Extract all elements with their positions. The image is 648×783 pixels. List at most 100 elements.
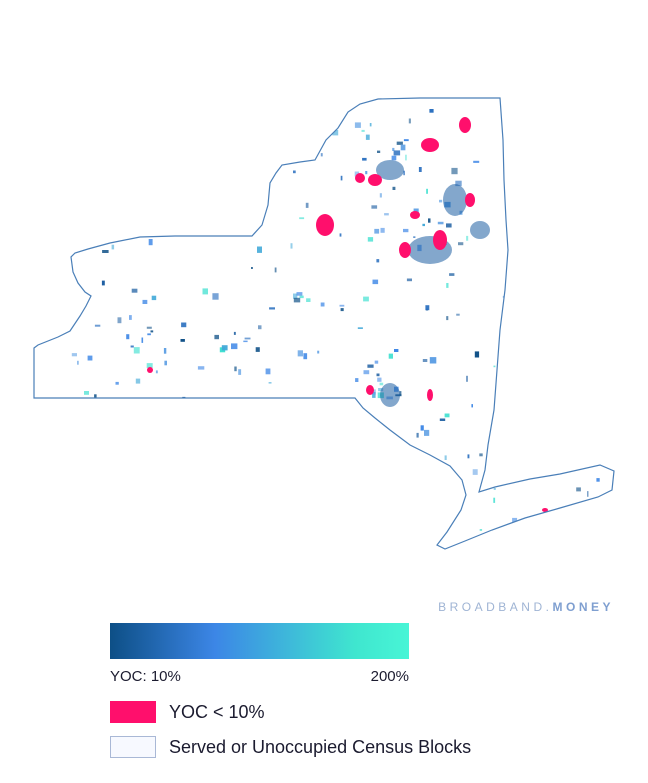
census-block — [131, 288, 138, 293]
census-block — [94, 324, 101, 327]
legend-item-low-yoc: YOC < 10% — [110, 699, 265, 725]
census-block — [337, 418, 345, 423]
census-block — [257, 246, 262, 253]
census-block — [428, 218, 431, 223]
census-block — [369, 123, 372, 127]
census-block — [357, 327, 363, 329]
census-block — [372, 279, 379, 285]
census-block — [228, 457, 234, 464]
census-block — [89, 115, 95, 120]
census-block — [456, 313, 460, 316]
census-block — [467, 454, 470, 459]
census-block — [40, 490, 46, 497]
census-block — [363, 296, 369, 302]
census-block — [602, 373, 608, 379]
census-block — [408, 118, 411, 124]
census-block — [130, 345, 134, 348]
census-block — [265, 368, 271, 375]
census-block — [332, 129, 339, 136]
census-block — [451, 167, 458, 175]
census-block — [493, 497, 496, 503]
census-block — [585, 221, 592, 227]
census-block — [582, 98, 584, 103]
low-yoc-block — [368, 174, 382, 186]
census-block-cluster — [470, 221, 490, 239]
census-block — [152, 432, 156, 438]
census-block — [422, 359, 428, 362]
census-block — [172, 507, 178, 511]
census-block — [102, 250, 109, 253]
census-block — [416, 432, 419, 438]
served-swatch — [110, 736, 156, 758]
low-yoc-block — [410, 211, 420, 219]
census-block — [496, 470, 501, 473]
census-block — [377, 377, 382, 382]
census-block — [243, 340, 248, 343]
census-block — [213, 466, 220, 470]
census-block — [192, 497, 198, 500]
census-block — [85, 541, 88, 547]
brand-name: MONEY — [552, 600, 614, 614]
census-block — [142, 299, 148, 304]
census-block — [365, 171, 368, 175]
census-block — [99, 153, 104, 160]
census-block — [532, 287, 535, 291]
census-block — [495, 472, 499, 476]
census-block — [367, 364, 374, 368]
low-yoc-block — [421, 138, 439, 152]
census-block — [317, 350, 320, 354]
census-block — [44, 430, 51, 435]
census-block — [493, 365, 496, 368]
census-block — [298, 464, 305, 467]
census-block — [394, 349, 399, 352]
census-block — [101, 280, 105, 286]
low-yoc-swatch — [110, 701, 156, 723]
census-block — [498, 468, 503, 474]
census-block — [479, 453, 483, 457]
census-block — [171, 519, 177, 524]
census-block — [145, 508, 150, 513]
census-block — [354, 122, 361, 128]
census-block — [377, 150, 381, 153]
low-yoc-block — [316, 214, 334, 236]
census-block — [471, 404, 473, 408]
census-block — [371, 205, 378, 209]
census-block — [424, 429, 430, 436]
census-block — [610, 133, 613, 138]
census-block — [214, 334, 219, 340]
census-block — [66, 275, 73, 282]
census-block — [391, 155, 397, 161]
census-block — [221, 345, 228, 351]
census-block — [446, 316, 449, 321]
census-block — [274, 267, 277, 273]
census-block — [40, 210, 42, 215]
gradient-min-label: YOC: 10% — [110, 668, 181, 685]
legend-item-served: Served or Unoccupied Census Blocks — [110, 734, 471, 760]
census-block — [299, 295, 304, 299]
census-block — [579, 160, 583, 164]
census-block — [155, 370, 158, 374]
census-block — [599, 198, 602, 202]
state-outline — [33, 97, 615, 550]
census-block — [176, 170, 180, 173]
census-block — [403, 228, 409, 233]
census-block — [404, 518, 407, 523]
census-block — [565, 270, 568, 273]
census-block — [567, 142, 572, 149]
census-block — [392, 147, 395, 151]
census-block — [293, 293, 298, 299]
census-block — [231, 343, 238, 350]
low-yoc-block — [433, 230, 447, 250]
census-block — [400, 144, 406, 151]
census-block — [150, 330, 154, 333]
census-block — [38, 280, 42, 283]
census-block — [446, 223, 452, 228]
census-block — [212, 293, 219, 300]
census-block — [509, 210, 514, 215]
census-block — [509, 346, 514, 352]
census-block-cluster — [380, 383, 400, 407]
census-block — [426, 188, 428, 194]
census-block — [472, 469, 478, 475]
census-block — [125, 200, 128, 205]
census-block — [376, 373, 380, 377]
